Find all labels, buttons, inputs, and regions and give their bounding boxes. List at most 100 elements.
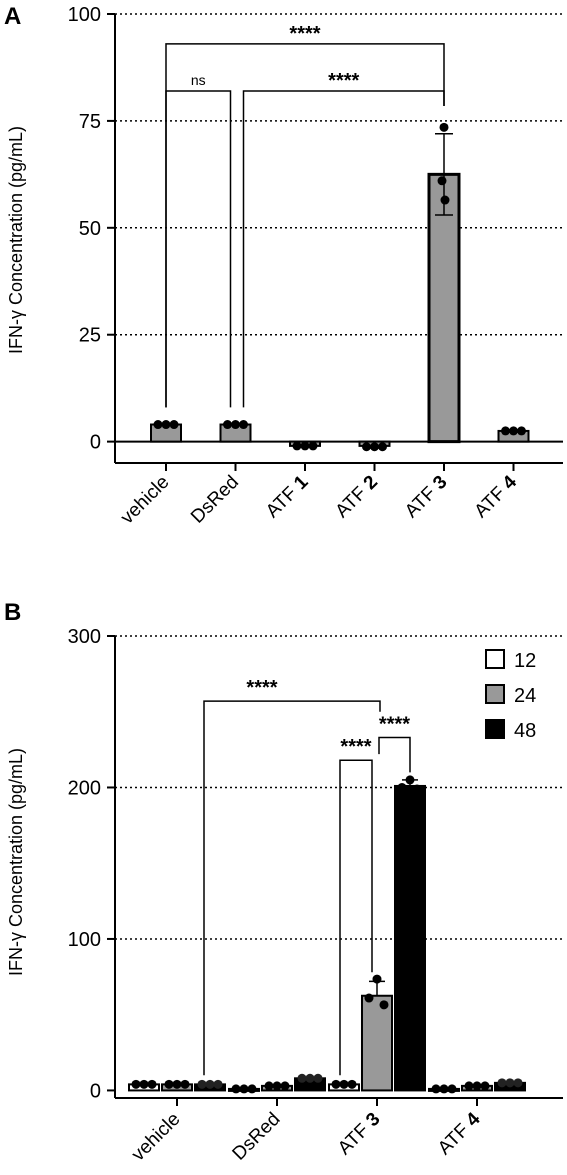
data-point xyxy=(331,1079,341,1089)
data-point xyxy=(437,176,447,186)
data-point xyxy=(439,122,449,132)
x-tick-label: ATF 1 xyxy=(262,471,313,522)
data-point xyxy=(501,426,510,436)
y-tick-label: 200 xyxy=(68,777,101,799)
significance-label: ns xyxy=(191,72,206,88)
data-point xyxy=(497,1078,507,1088)
significance-label: **** xyxy=(328,70,359,92)
data-point xyxy=(339,1079,349,1089)
significance-bracket xyxy=(203,700,381,1076)
data-point xyxy=(139,1079,149,1089)
x-tick-label: ATF 3 xyxy=(334,1109,384,1159)
data-point xyxy=(205,1079,215,1089)
data-point xyxy=(223,420,232,430)
data-point xyxy=(172,1079,182,1089)
y-tick-label: 100 xyxy=(68,929,101,951)
significance-label: **** xyxy=(379,713,410,735)
data-point xyxy=(447,1084,457,1094)
data-point xyxy=(197,1079,207,1089)
legend-label: 24 xyxy=(514,685,536,707)
data-point xyxy=(405,775,415,785)
data-point xyxy=(364,993,374,1003)
x-tick-label: ATF 3 xyxy=(401,472,451,522)
y-tick-label: 0 xyxy=(90,432,101,454)
x-tick-label: ATF 4 xyxy=(434,1108,485,1159)
y-axis-label-b: IFN-γ Concentration (pg/mL) xyxy=(6,748,26,976)
data-point xyxy=(372,974,382,984)
data-point xyxy=(378,442,387,452)
data-point xyxy=(239,420,248,430)
y-tick-label: 100 xyxy=(68,4,101,26)
chart-panel-a: 0 25 50 75 100 vehicle DsRed ATF 1 ATF 2 ATF 3 ATF… xyxy=(68,4,563,528)
data-point xyxy=(509,426,518,436)
data-point xyxy=(292,441,302,451)
data-point xyxy=(164,1079,174,1089)
legend-swatch xyxy=(485,719,505,739)
data-point xyxy=(347,1079,357,1089)
data-point xyxy=(472,1081,482,1091)
legend-swatch xyxy=(485,649,505,669)
data-point xyxy=(272,1081,282,1091)
y-tick-label: 50 xyxy=(79,218,101,240)
significance-label: **** xyxy=(246,677,277,699)
data-point xyxy=(169,420,179,430)
y-tick-label: 300 xyxy=(68,626,101,648)
data-point xyxy=(308,441,318,451)
data-point xyxy=(370,442,379,452)
x-tick-label: vehicle xyxy=(117,472,174,529)
bar xyxy=(361,994,393,1092)
data-point xyxy=(379,1000,389,1010)
significance-bracket xyxy=(165,43,445,408)
data-point xyxy=(505,1078,515,1088)
significance-label: **** xyxy=(289,23,320,45)
data-point xyxy=(231,1084,241,1094)
data-point xyxy=(362,442,371,452)
y-axis-label-a: IFN-γ Concentration (pg/mL) xyxy=(6,126,26,354)
data-point xyxy=(480,1081,490,1091)
data-point xyxy=(147,1079,157,1089)
x-tick-label: ATF 2 xyxy=(332,472,382,522)
data-point xyxy=(231,420,240,430)
data-point xyxy=(153,420,163,430)
data-point xyxy=(247,1084,257,1094)
data-point xyxy=(412,784,422,794)
panel-label-b: B xyxy=(4,599,21,626)
bar xyxy=(427,172,461,444)
data-point xyxy=(280,1081,290,1091)
data-point xyxy=(313,1073,323,1083)
chart-panel-b: 0 100 200 300 vehicle DsRed ATF 3 ATF 4 **** ****… xyxy=(68,626,563,1165)
data-point xyxy=(440,195,450,205)
x-tick-label: DsRed xyxy=(187,472,243,528)
significance-bracket xyxy=(378,736,411,773)
significance-bracket xyxy=(242,90,445,408)
data-point xyxy=(131,1079,141,1089)
data-point xyxy=(305,1073,315,1083)
data-point xyxy=(239,1084,249,1094)
data-point xyxy=(397,782,407,792)
bar xyxy=(394,784,426,1092)
data-point xyxy=(264,1081,274,1091)
panel-label-a: A xyxy=(4,3,21,30)
legend-swatch xyxy=(485,684,505,704)
significance-bracket xyxy=(339,759,373,1076)
legend-label: 48 xyxy=(514,720,536,742)
data-point xyxy=(297,1073,307,1083)
data-point xyxy=(464,1081,474,1091)
y-tick-label: 25 xyxy=(79,325,101,347)
y-tick-label: 75 xyxy=(79,111,101,133)
x-tick-label: vehicle xyxy=(128,1109,185,1166)
data-point xyxy=(180,1079,190,1089)
data-point xyxy=(300,441,310,451)
x-tick-label: ATF 4 xyxy=(471,471,522,522)
significance-label: **** xyxy=(340,736,371,758)
data-point xyxy=(161,420,171,430)
legend-label: 12 xyxy=(514,650,536,672)
data-point xyxy=(513,1078,523,1088)
x-tick-label: DsRed xyxy=(229,1109,285,1165)
y-tick-label: 0 xyxy=(90,1080,101,1102)
data-point xyxy=(213,1079,223,1089)
data-point xyxy=(517,426,526,436)
significance-bracket xyxy=(165,90,232,408)
data-point xyxy=(431,1084,441,1094)
